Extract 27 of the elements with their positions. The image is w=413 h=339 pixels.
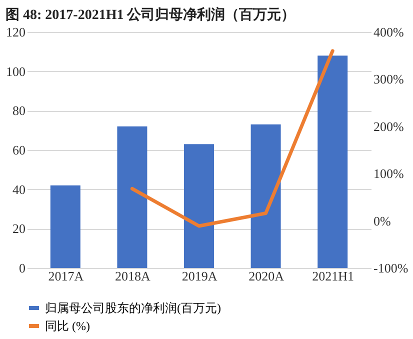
bar <box>250 124 281 268</box>
y2-tick-label: 400% <box>374 24 404 40</box>
y-tick-label: 20 <box>12 221 26 236</box>
y-tick-label: 40 <box>12 182 26 197</box>
bar <box>184 144 214 268</box>
y2-tick-label: 0% <box>374 213 391 228</box>
y2-tick-label: -100% <box>374 260 408 276</box>
y-tick-label: 80 <box>12 103 26 118</box>
bar <box>117 126 148 268</box>
bar <box>50 185 80 268</box>
y2-tick-label: 100% <box>374 166 404 182</box>
bar <box>318 56 348 268</box>
chart-title: 图 48: 2017-2021H1 公司归母净利润（百万元） <box>6 6 296 23</box>
legend-label: 归属母公司股东的净利润(百万元) <box>45 301 221 315</box>
y2-tick-label: 200% <box>374 118 404 134</box>
y-tick-label: 60 <box>12 142 26 158</box>
x-tick-label: 2021H1 <box>312 268 354 284</box>
x-tick-label: 2019A <box>182 268 218 284</box>
y2-tick-label: 300% <box>374 72 404 87</box>
y-tick-label: 0 <box>19 260 26 276</box>
x-tick-label: 2017A <box>48 268 84 284</box>
x-tick-label: 2020A <box>248 268 285 284</box>
legend-label: 同比 (%) <box>45 319 90 333</box>
x-tick-label: 2018A <box>115 268 152 284</box>
line-series <box>130 49 334 228</box>
y-tick-label: 120 <box>6 24 26 40</box>
y-tick-label: 100 <box>6 64 26 79</box>
